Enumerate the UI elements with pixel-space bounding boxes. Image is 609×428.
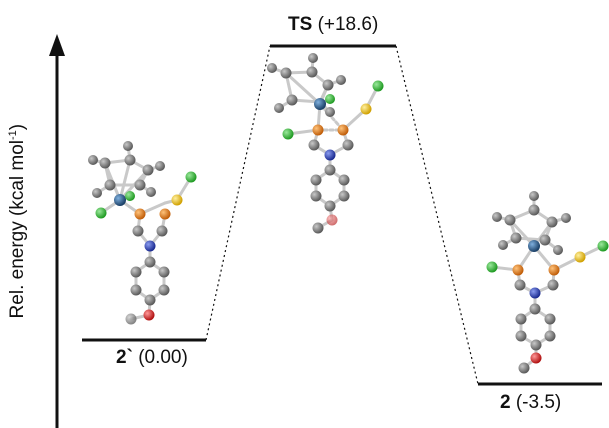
y-axis-label-tail: ) [7,123,29,131]
level-name-2-prime: 2` [116,347,133,368]
level-energy-2: (-3.5) [515,392,562,413]
connector-ts-to-2 [395,45,479,385]
level-energy-ts: (+18.6) [317,14,379,35]
level-label-ts: TS (+18.6) [288,14,378,36]
y-axis-label-superscript: -1 [6,130,19,140]
y-axis-label: Rel. energy (kcal mol-1) [7,91,29,351]
level-name-ts: TS [288,14,313,35]
y-axis-arrow [49,34,65,428]
level-energy-2-prime: (0.00) [138,347,188,368]
level-label-2: 2 (-3.5) [500,392,561,414]
molecule-ts [267,53,384,234]
level-label-2-prime: 2` (0.00) [116,347,188,369]
connector-2-prime-to-ts [205,45,271,341]
molecule-2-prime [88,141,197,325]
level-name-2: 2 [500,392,511,413]
molecule-2 [486,191,609,374]
y-axis-label-text: Rel. energy (kcal mol [7,139,29,319]
